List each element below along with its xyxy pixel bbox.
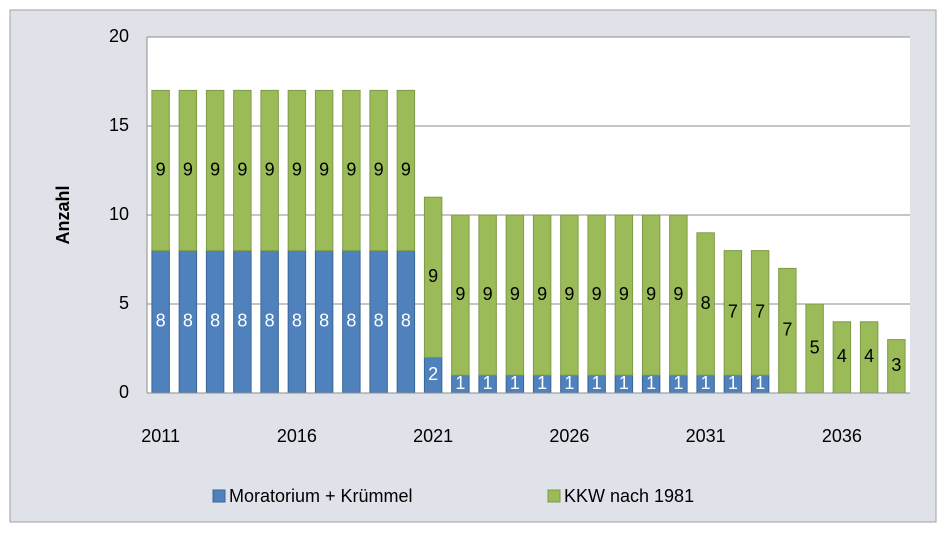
data-label: 8 [374,311,384,331]
data-label: 9 [319,159,329,179]
data-label: 9 [510,284,520,304]
legend-swatch [212,489,226,503]
data-label: 9 [673,284,683,304]
bar-segment [641,214,661,376]
bar-segment [696,232,715,376]
data-label: 9 [156,159,166,179]
bar-segment [505,214,525,376]
data-label: 9 [210,159,220,179]
data-label: 8 [401,311,411,331]
bar-segment [396,89,416,252]
bar-segment [669,214,688,376]
data-label: 9 [646,284,656,304]
data-label: 9 [455,284,465,304]
data-label: 9 [537,284,547,304]
bar-segment [314,89,334,252]
data-label: 8 [292,311,302,331]
y-tick-label: 20 [109,26,129,46]
legend-label: KKW nach 1981 [564,486,694,506]
data-label: 9 [265,159,275,179]
data-label: 9 [401,159,411,179]
data-label: 1 [701,373,711,393]
y-tick-label: 0 [119,382,129,402]
data-label: 9 [619,284,629,304]
bar-segment [342,89,361,252]
data-label: 7 [755,302,765,322]
data-label: 9 [374,159,384,179]
data-label: 8 [265,311,275,331]
data-label: 7 [728,302,738,322]
y-tick-label: 5 [119,293,129,313]
bar-segment [614,214,634,376]
bar-segment [560,214,579,376]
data-label: 1 [755,373,765,393]
data-label: 8 [701,293,711,313]
bar-segment [178,89,198,252]
y-tick-label: 15 [109,115,129,135]
x-tick-label: 2021 [413,426,453,446]
data-label: 1 [592,373,602,393]
bar-segment [478,214,497,376]
data-label: 8 [319,311,329,331]
y-tick-label: 10 [109,204,129,224]
bar-segment [205,89,225,252]
x-tick-label: 2026 [549,426,589,446]
data-label: 1 [673,373,683,393]
data-label: 1 [564,373,574,393]
x-tick-label: 2036 [822,426,862,446]
data-label: 8 [237,311,247,331]
data-label: 8 [346,311,356,331]
data-label: 7 [782,319,792,339]
bar-segment [369,89,388,252]
x-tick-label: 2011 [141,426,180,446]
data-label: 1 [483,373,493,393]
data-label: 8 [210,311,220,331]
x-tick-label: 2031 [686,426,726,446]
bar-segment [151,89,170,252]
data-label: 9 [237,159,247,179]
data-label: 2 [428,364,438,384]
data-label: 9 [292,159,302,179]
legend-swatch [547,489,561,503]
bar-segment [233,89,252,252]
data-label: 9 [592,284,602,304]
bar-segment [750,250,770,376]
bar-segment [260,89,279,252]
data-label: 1 [510,373,520,393]
y-axis-title: Anzahl [53,185,73,244]
bar-segment [287,89,307,252]
data-label: 4 [837,346,847,366]
data-label: 9 [564,284,574,304]
data-label: 8 [156,311,166,331]
bar-segment [451,214,470,376]
data-label: 1 [728,373,738,393]
bar-segment [532,214,552,376]
data-label: 9 [428,266,438,286]
x-tick-label: 2016 [277,426,317,446]
data-label: 1 [537,373,547,393]
legend-label: Moratorium + Krümmel [229,486,413,506]
data-label: 1 [619,373,629,393]
data-label: 9 [483,284,493,304]
data-label: 1 [455,373,465,393]
data-label: 1 [646,373,656,393]
data-label: 4 [864,346,874,366]
data-label: 8 [183,311,193,331]
data-label: 9 [346,159,356,179]
bar-segment [723,250,743,376]
data-label: 3 [891,355,901,375]
data-label: 9 [183,159,193,179]
bar-segment [423,196,443,358]
bar-segment [587,214,606,376]
data-label: 5 [810,337,820,357]
